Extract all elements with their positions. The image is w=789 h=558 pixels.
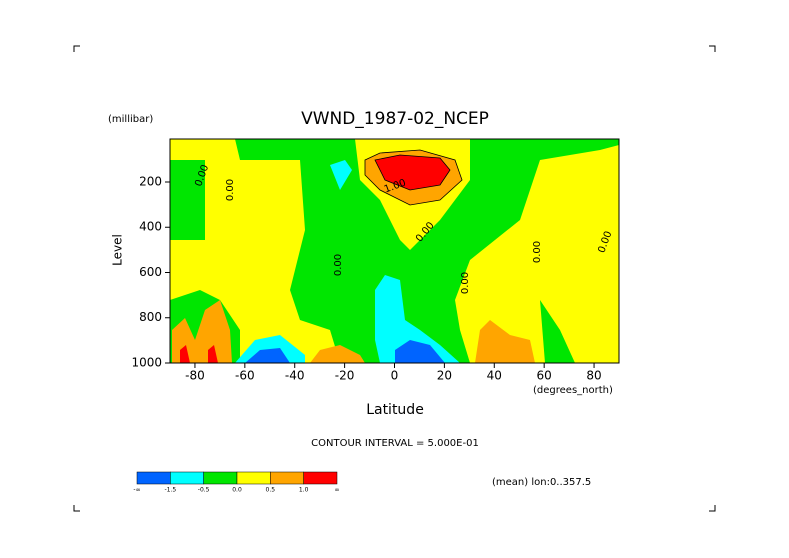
contour-interval: CONTOUR INTERVAL = 5.000E-01 — [311, 438, 479, 449]
colorbar-label: -1.5 — [164, 487, 176, 494]
colorbar-swatch — [270, 471, 304, 485]
y-tick-label: 1000 — [131, 356, 162, 370]
contour-fill — [375, 275, 460, 363]
x-tick-label: -60 — [235, 369, 255, 383]
colorbar-label: 1.0 — [299, 487, 309, 494]
x-tick-label: -20 — [335, 369, 355, 383]
y-axis-label: Level — [111, 234, 125, 266]
colorbar-label: 0.5 — [266, 487, 276, 494]
x-tick-label: 80 — [586, 369, 601, 383]
y-tick-label: 400 — [139, 220, 162, 234]
colorbar-swatch — [136, 471, 171, 485]
note: (mean) lon:0..357.5 — [492, 477, 591, 488]
colorbar-label: ∞ — [335, 487, 340, 494]
contour-fill — [475, 320, 535, 363]
x-tick-label: 40 — [487, 369, 502, 383]
colorbar-swatch — [303, 471, 338, 485]
colorbar-label: -0.5 — [198, 487, 210, 494]
contour-fill — [395, 340, 445, 363]
x-tick-label: -40 — [285, 369, 305, 383]
contour-label: 0.00 — [460, 272, 471, 294]
x-tick-label: 60 — [537, 369, 552, 383]
contour-label: 0.00 — [225, 179, 236, 201]
contour-fill — [374, 154, 451, 191]
x-unit: (degrees_north) — [533, 385, 613, 396]
contour-fill — [455, 145, 619, 363]
corner-marks — [73, 45, 716, 512]
contour-fill — [180, 345, 190, 363]
contour-fill — [170, 139, 340, 363]
x-axis-label: Latitude — [366, 402, 424, 418]
colorbar-label: 0.0 — [232, 487, 242, 494]
colorbar-swatch — [236, 471, 271, 485]
colorbar-swatch — [170, 471, 204, 485]
chart-title: VWND_1987-02_NCEP — [301, 109, 489, 129]
contour-fill — [172, 300, 232, 363]
contour-fill — [310, 345, 365, 363]
contour-label: 0.00 — [532, 241, 543, 263]
x-tick-label: -80 — [185, 369, 205, 383]
contour-field — [170, 139, 619, 363]
contour-fill — [208, 345, 218, 363]
contour-fill — [245, 348, 290, 363]
colorbar-label: -∞ — [133, 487, 140, 494]
contour-fill — [330, 160, 352, 190]
y-tick-label: 200 — [139, 174, 162, 188]
y-tick-label: 600 — [139, 265, 162, 279]
contour-label: 0.00 — [333, 254, 344, 276]
x-tick-label: 0 — [391, 369, 399, 383]
y-unit: (millibar) — [108, 114, 153, 125]
colorbar-swatch — [203, 471, 238, 485]
x-tick-label: 20 — [437, 369, 452, 383]
y-tick-label: 800 — [139, 310, 162, 324]
